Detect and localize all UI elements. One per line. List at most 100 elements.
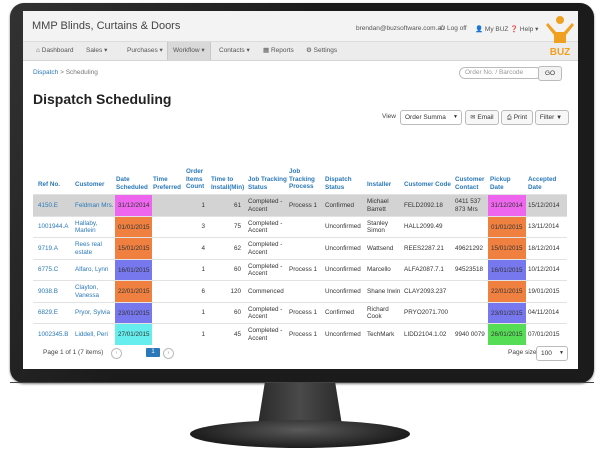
accepted-date-cell: 04/11/2014 bbox=[528, 309, 560, 317]
nav-workflow[interactable]: Workflow ▾ bbox=[167, 42, 211, 60]
column-header[interactable]: Pickup Date bbox=[490, 176, 511, 191]
column-header[interactable]: Accepted Date bbox=[528, 176, 557, 191]
install-time-cell: 45 bbox=[233, 330, 241, 338]
column-header[interactable]: Job Tracking Process bbox=[289, 168, 315, 190]
pickup-date-cell: 22/01/2015 bbox=[488, 281, 526, 302]
ref-cell[interactable]: 1002345.B bbox=[38, 330, 69, 338]
items-count-cell: 1 bbox=[201, 330, 205, 338]
job-tracking-process-cell bbox=[289, 238, 325, 259]
print-label: Print bbox=[513, 114, 528, 121]
help-menu[interactable]: ❓ Help ▾ bbox=[510, 25, 538, 33]
customer-cell[interactable]: Pryor, Sylvia bbox=[75, 309, 110, 317]
print-button[interactable]: ⎙ Print bbox=[501, 110, 533, 125]
email-button[interactable]: ✉ Email bbox=[465, 110, 499, 125]
column-header[interactable]: Customer Contact bbox=[455, 176, 485, 191]
customer-cell[interactable]: Clayton, Vanessa bbox=[75, 284, 100, 299]
current-page-button[interactable]: 1 bbox=[146, 348, 160, 357]
breadcrumb-dispatch[interactable]: Dispatch bbox=[33, 69, 59, 76]
view-select[interactable]: Order Summa ▼ bbox=[400, 110, 462, 125]
monitor-base bbox=[190, 420, 410, 448]
customer-cell[interactable]: Feldman Mrs. bbox=[75, 201, 114, 209]
buz-logo[interactable]: BUZ bbox=[543, 13, 577, 59]
ref-cell[interactable]: 4150.E bbox=[38, 201, 58, 209]
customer-code-cell: PRYO2071.700 bbox=[404, 309, 448, 317]
brand-name: MMP Blinds, Curtains & Doors bbox=[32, 20, 181, 32]
dispatch-status-cell: Unconfirmed bbox=[325, 244, 361, 252]
nav-sales[interactable]: Sales ▾ bbox=[81, 42, 112, 60]
ref-cell[interactable]: 6775.C bbox=[38, 266, 59, 274]
time-preferred-cell bbox=[153, 217, 183, 238]
nav-label: Dashboard bbox=[41, 47, 74, 54]
install-time-cell: 61 bbox=[233, 201, 241, 209]
email-label: Email bbox=[477, 114, 494, 121]
caret-icon: ▾ bbox=[246, 47, 250, 54]
order-search-input[interactable]: Order No. / Barcode bbox=[459, 67, 542, 79]
table-row[interactable]: 9038.B Clayton, Vanessa 22/01/2015 6 120 Comm… bbox=[33, 280, 567, 302]
my-buz-label: My BUZ bbox=[484, 26, 509, 33]
column-header[interactable]: Customer bbox=[75, 181, 105, 188]
table-row[interactable]: 1001944.A Hallaby, Marlein 01/01/2015 3 75 Co… bbox=[33, 215, 567, 238]
dispatch-status-cell: Unconfirmed bbox=[325, 287, 361, 295]
table-row[interactable]: 6829.E Pryor, Sylvia 23/01/2015 1 60 Complete… bbox=[33, 301, 567, 324]
question-icon: ❓ bbox=[510, 26, 519, 33]
column-header[interactable]: Job Tracking Status bbox=[248, 176, 287, 191]
customer-contact-cell: 49621292 bbox=[455, 244, 484, 252]
chevron-down-icon: ▼ bbox=[559, 350, 564, 356]
column-header[interactable]: Installer bbox=[367, 181, 392, 188]
job-tracking-process-cell: Process 1 bbox=[289, 309, 317, 317]
time-preferred-cell bbox=[153, 324, 183, 345]
installer-cell: Shane Irwin bbox=[367, 287, 401, 295]
table-row[interactable]: 4150.E Feldman Mrs. 31/12/2014 1 61 Completed… bbox=[33, 194, 567, 216]
customer-cell[interactable]: Rees real estate bbox=[75, 241, 102, 256]
nav-reports[interactable]: ▦ Reports bbox=[258, 42, 299, 60]
column-header[interactable]: Customer Code bbox=[404, 181, 451, 188]
go-button[interactable]: GO bbox=[538, 66, 562, 81]
column-header[interactable]: Time Preferred bbox=[153, 176, 182, 191]
prev-page-button[interactable]: ‹ bbox=[111, 348, 122, 359]
screen: MMP Blinds, Curtains & Doors brendan@buz… bbox=[23, 11, 578, 369]
customer-cell[interactable]: Liddell, Peri bbox=[75, 330, 108, 338]
next-page-button[interactable]: › bbox=[163, 348, 174, 359]
customer-contact-cell: 0411 537 873 Mrs bbox=[455, 198, 481, 213]
nav-label: Sales bbox=[86, 47, 103, 54]
top-bar: MMP Blinds, Curtains & Doors brendan@buz… bbox=[23, 11, 578, 41]
job-tracking-status-cell: Completed - Accent bbox=[248, 241, 283, 256]
dispatch-status-cell: Unconfirmed bbox=[325, 266, 361, 274]
customer-cell[interactable]: Hallaby, Marlein bbox=[75, 219, 98, 235]
column-header[interactable]: Order Items Count bbox=[186, 168, 205, 190]
logoff-link[interactable]: ⏻ Log off bbox=[440, 25, 467, 33]
time-preferred-cell bbox=[153, 303, 183, 324]
ref-cell[interactable]: 1001944.A bbox=[38, 223, 69, 231]
date-scheduled-cell: 01/01/2015 bbox=[115, 216, 152, 238]
ref-cell[interactable]: 9038.B bbox=[38, 287, 58, 295]
dispatch-status-cell: Unconfirmed bbox=[325, 223, 361, 231]
ref-cell[interactable]: 6829.E bbox=[38, 309, 58, 317]
nav-settings[interactable]: ⚙ Settings bbox=[301, 42, 342, 60]
nav-label: Contacts bbox=[219, 47, 245, 54]
user-email[interactable]: brendan@buzsoftware.com.au bbox=[356, 25, 445, 32]
job-tracking-process-cell: Process 1 bbox=[289, 266, 317, 274]
install-time-cell: 75 bbox=[233, 223, 241, 231]
table-row[interactable]: 9719.A Rees real estate 15/01/2015 4 62 Compl… bbox=[33, 237, 567, 259]
column-header[interactable]: Ref No. bbox=[38, 181, 61, 188]
page-size-select[interactable]: 100 ▼ bbox=[536, 346, 568, 361]
table-row[interactable]: 1002345.B Liddell, Peri 27/01/2015 1 45 Compl… bbox=[33, 323, 567, 345]
nav-purchases[interactable]: Purchases ▾ bbox=[122, 42, 168, 60]
ref-cell[interactable]: 9719.A bbox=[38, 244, 58, 252]
job-tracking-status-cell: Completed - Accent bbox=[248, 198, 283, 213]
column-header[interactable]: Dispatch Status bbox=[325, 176, 352, 191]
items-count-cell: 1 bbox=[201, 201, 205, 209]
column-header[interactable]: Date Scheduled bbox=[116, 176, 148, 191]
table-row[interactable]: 6775.C Alfaro, Lynn 16/01/2015 1 60 Completed… bbox=[33, 258, 567, 281]
install-time-cell: 60 bbox=[233, 266, 241, 274]
customer-contact-cell: 9940 0079 bbox=[455, 330, 485, 338]
installer-cell: Michael Barrett bbox=[367, 198, 389, 213]
column-header[interactable]: Time to Install(Min) bbox=[211, 176, 245, 191]
nav-contacts[interactable]: Contacts ▾ bbox=[214, 42, 255, 60]
accepted-date-cell: 18/12/2014 bbox=[528, 244, 560, 252]
my-buz-link[interactable]: 👤 My BUZ bbox=[475, 25, 508, 33]
items-count-cell: 6 bbox=[201, 287, 205, 295]
customer-cell[interactable]: Alfaro, Lynn bbox=[75, 266, 109, 274]
nav-dashboard[interactable]: ⌂ Dashboard bbox=[31, 42, 79, 60]
filter-button[interactable]: Filter ▼ bbox=[535, 110, 569, 125]
